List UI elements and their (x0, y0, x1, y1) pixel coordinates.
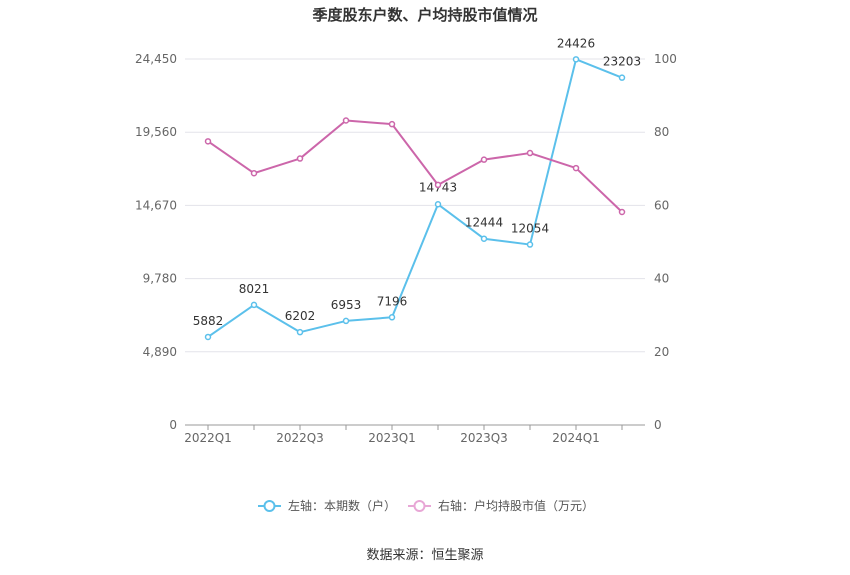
right-tick-label: 100 (654, 52, 677, 66)
grid (185, 58, 645, 353)
x-tick-label: 2022Q3 (276, 431, 324, 445)
data-point (388, 314, 396, 321)
right-tick-label: 40 (654, 272, 669, 286)
legend-marker-left (263, 500, 276, 512)
data-point (342, 117, 350, 124)
data-point (434, 201, 442, 208)
legend-label-left: 左轴：本期数（户） (288, 498, 396, 513)
right-tick-label: 20 (654, 345, 669, 359)
data-label: 6202 (285, 309, 316, 323)
data-label: 8021 (239, 282, 270, 296)
data-label: 5882 (193, 314, 224, 328)
legend-item-right[interactable]: 右轴：户均持股市值（万元） (408, 498, 594, 513)
x-tick-label: 2023Q1 (368, 431, 416, 445)
legend[interactable]: 左轴：本期数（户） 右轴：户均持股市值（万元） (258, 498, 594, 513)
legend-label-right: 右轴：户均持股市值（万元） (438, 498, 594, 513)
data-point (250, 169, 258, 177)
left-tick-label: 0 (169, 418, 177, 432)
data-point (618, 74, 626, 81)
x-tick-label: 2023Q3 (460, 431, 508, 445)
x-tick-label: 2024Q1 (552, 431, 600, 445)
left-tick-label: 4,890 (143, 345, 177, 359)
data-point (572, 164, 580, 172)
data-label: 12054 (511, 222, 549, 236)
left-tick-label: 19,560 (135, 125, 177, 139)
data-point (388, 120, 396, 128)
data-point (526, 241, 534, 248)
right-tick-label: 60 (654, 198, 669, 212)
data-point (572, 56, 580, 63)
data-point (204, 138, 212, 145)
legend-item-left[interactable]: 左轴：本期数（户） (258, 498, 396, 513)
series-layer: 5882802162026953719614743124441205424426… (193, 36, 641, 341)
right-axis: 0 20 40 60 80 100 (654, 52, 677, 432)
left-axis: 0 4,890 9,780 14,670 19,560 24,450 (135, 52, 177, 432)
data-point (526, 149, 534, 157)
series-line-market-value (207, 119, 623, 213)
data-point (296, 328, 304, 336)
left-tick-label: 9,780 (143, 272, 177, 286)
series-line-holders (207, 58, 623, 338)
data-point (296, 155, 304, 162)
x-tick-label: 2022Q1 (184, 431, 232, 445)
data-label: 24426 (557, 36, 595, 50)
chart-title: 季度股东户数、户均持股市值情况 (312, 6, 537, 24)
left-tick-label: 24,450 (135, 52, 177, 66)
data-point (434, 181, 442, 189)
x-axis: 2022Q1 2022Q3 2023Q1 2023Q3 2024Q1 (184, 424, 645, 445)
legend-marker-right (413, 500, 426, 512)
data-label: 23203 (603, 55, 641, 69)
data-point (480, 235, 488, 242)
left-tick-label: 14,670 (135, 198, 177, 212)
data-source: 数据来源：恒生聚源 (366, 548, 483, 563)
data-label: 12444 (465, 216, 503, 230)
data-point (480, 156, 488, 163)
data-label: 6953 (331, 298, 362, 312)
data-point (250, 301, 258, 309)
data-point (204, 333, 212, 341)
data-label: 7196 (377, 294, 408, 308)
right-tick-label: 0 (654, 418, 662, 432)
data-point (618, 208, 626, 216)
right-tick-label: 80 (654, 125, 669, 139)
data-point (342, 317, 350, 325)
